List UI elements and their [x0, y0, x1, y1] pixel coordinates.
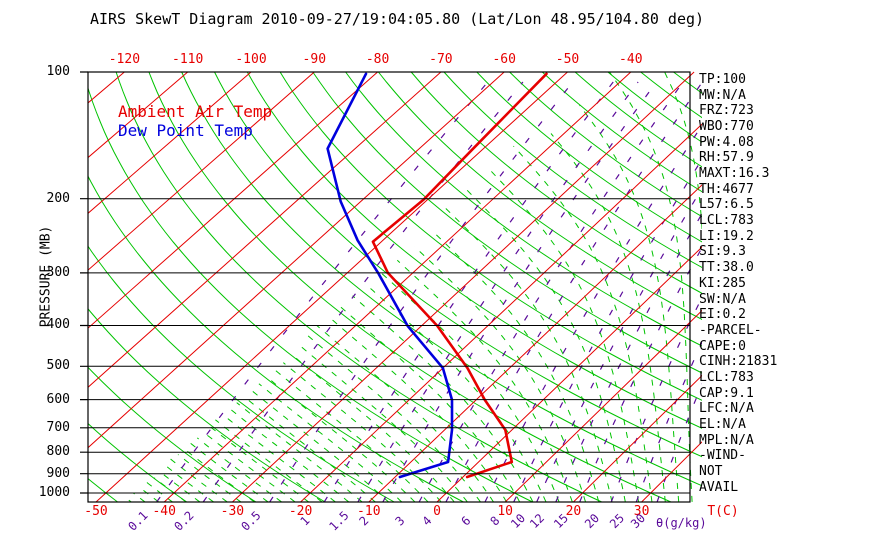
legend-ambient-temp: Ambient Air Temp — [118, 102, 273, 121]
pressure-tick-label: 200 — [46, 190, 70, 206]
bottom-temperature-label: -10 — [357, 504, 381, 519]
top-temperature-label: -90 — [302, 52, 327, 67]
bottom-temperature-label: 30 — [633, 504, 650, 519]
pressure-tick-label: 400 — [46, 317, 70, 333]
stats-line: CAP:9.1 — [699, 385, 754, 401]
stats-line: FRZ:723 — [699, 103, 754, 119]
stats-line: LFC:N/A — [699, 401, 754, 417]
top-temperature-label: -50 — [555, 52, 580, 67]
bottom-temperature-label: 0 — [433, 504, 441, 519]
bottom-temperature-label: 10 — [497, 504, 514, 519]
stats-line: WBO:770 — [699, 119, 754, 135]
stats-line: EI:0.2 — [699, 307, 746, 323]
stats-line: PW:4.08 — [699, 134, 754, 150]
stats-line: NOT — [699, 464, 723, 479]
stats-line: SI:9.3 — [699, 244, 746, 260]
pressure-tick-label: 300 — [46, 264, 70, 280]
bottom-temperature-label: -20 — [288, 504, 313, 519]
pressure-tick-label: 800 — [46, 444, 70, 460]
top-temperature-label: -60 — [492, 52, 516, 67]
pressure-axis-ticks — [80, 71, 88, 494]
pressure-tick-label: 1000 — [38, 485, 70, 500]
stats-line: RH:57.9 — [699, 150, 754, 166]
stats-line: SW:N/A — [699, 291, 746, 307]
stats-line: -PARCEL- — [699, 322, 762, 338]
pressure-tick-label: 600 — [46, 391, 70, 407]
top-temperature-label: -70 — [429, 52, 453, 67]
stats-line: LI:19.2 — [699, 228, 754, 244]
pressure-tick-label: 700 — [46, 419, 70, 435]
stats-line: -WIND- — [699, 448, 746, 464]
stats-line: KI:285 — [699, 275, 746, 291]
chart-title: AIRS SkewT Diagram 2010-09-27/19:04:05.8… — [89, 10, 705, 28]
bottom-temperature-label: -30 — [220, 504, 245, 519]
stats-line: CAPE:0 — [699, 338, 746, 354]
temperature-unit-label: T(C) — [707, 504, 739, 519]
bottom-temperature-label: 20 — [565, 504, 582, 519]
pressure-grid-lines — [88, 198, 690, 494]
plot-border — [87, 71, 691, 503]
stats-line: TH:4677 — [699, 181, 754, 197]
top-temperature-label: -80 — [365, 52, 390, 67]
top-temperature-label: -100 — [235, 52, 267, 67]
pressure-tick-label: 900 — [46, 465, 70, 481]
stats-line: MAXT:16.3 — [699, 166, 770, 182]
isotherm-lines — [88, 71, 702, 503]
stats-line: L57:6.5 — [699, 197, 754, 213]
pressure-tick-label: 500 — [46, 358, 70, 374]
stats-line: LCL:783 — [699, 213, 754, 229]
top-temperature-label: -110 — [172, 52, 204, 67]
stats-line: MPL:N/A — [699, 432, 754, 448]
mixing-ratio-lines — [156, 81, 702, 503]
moist-adiabat-lines — [128, 71, 702, 503]
legend-dew-point: Dew Point Temp — [118, 121, 253, 140]
bottom-temperature-label: -50 — [84, 504, 108, 519]
bottom-temperature-label: -40 — [152, 504, 176, 519]
stats-line: MW:N/A — [699, 87, 746, 103]
stats-line: TP:100 — [699, 72, 746, 87]
mixing-ratio-unit-label: θ(g/kg) — [656, 516, 707, 530]
stats-line: AVAIL — [699, 479, 739, 495]
stats-line: TT:38.0 — [699, 260, 754, 276]
stats-line: CINH:21831 — [699, 354, 778, 370]
top-temperature-label: -40 — [619, 52, 643, 67]
stats-line: LCL:783 — [699, 369, 754, 385]
stats-line: EL:N/A — [699, 416, 746, 432]
top-temperature-label: -120 — [108, 52, 141, 67]
pressure-tick-label: 100 — [46, 64, 70, 79]
